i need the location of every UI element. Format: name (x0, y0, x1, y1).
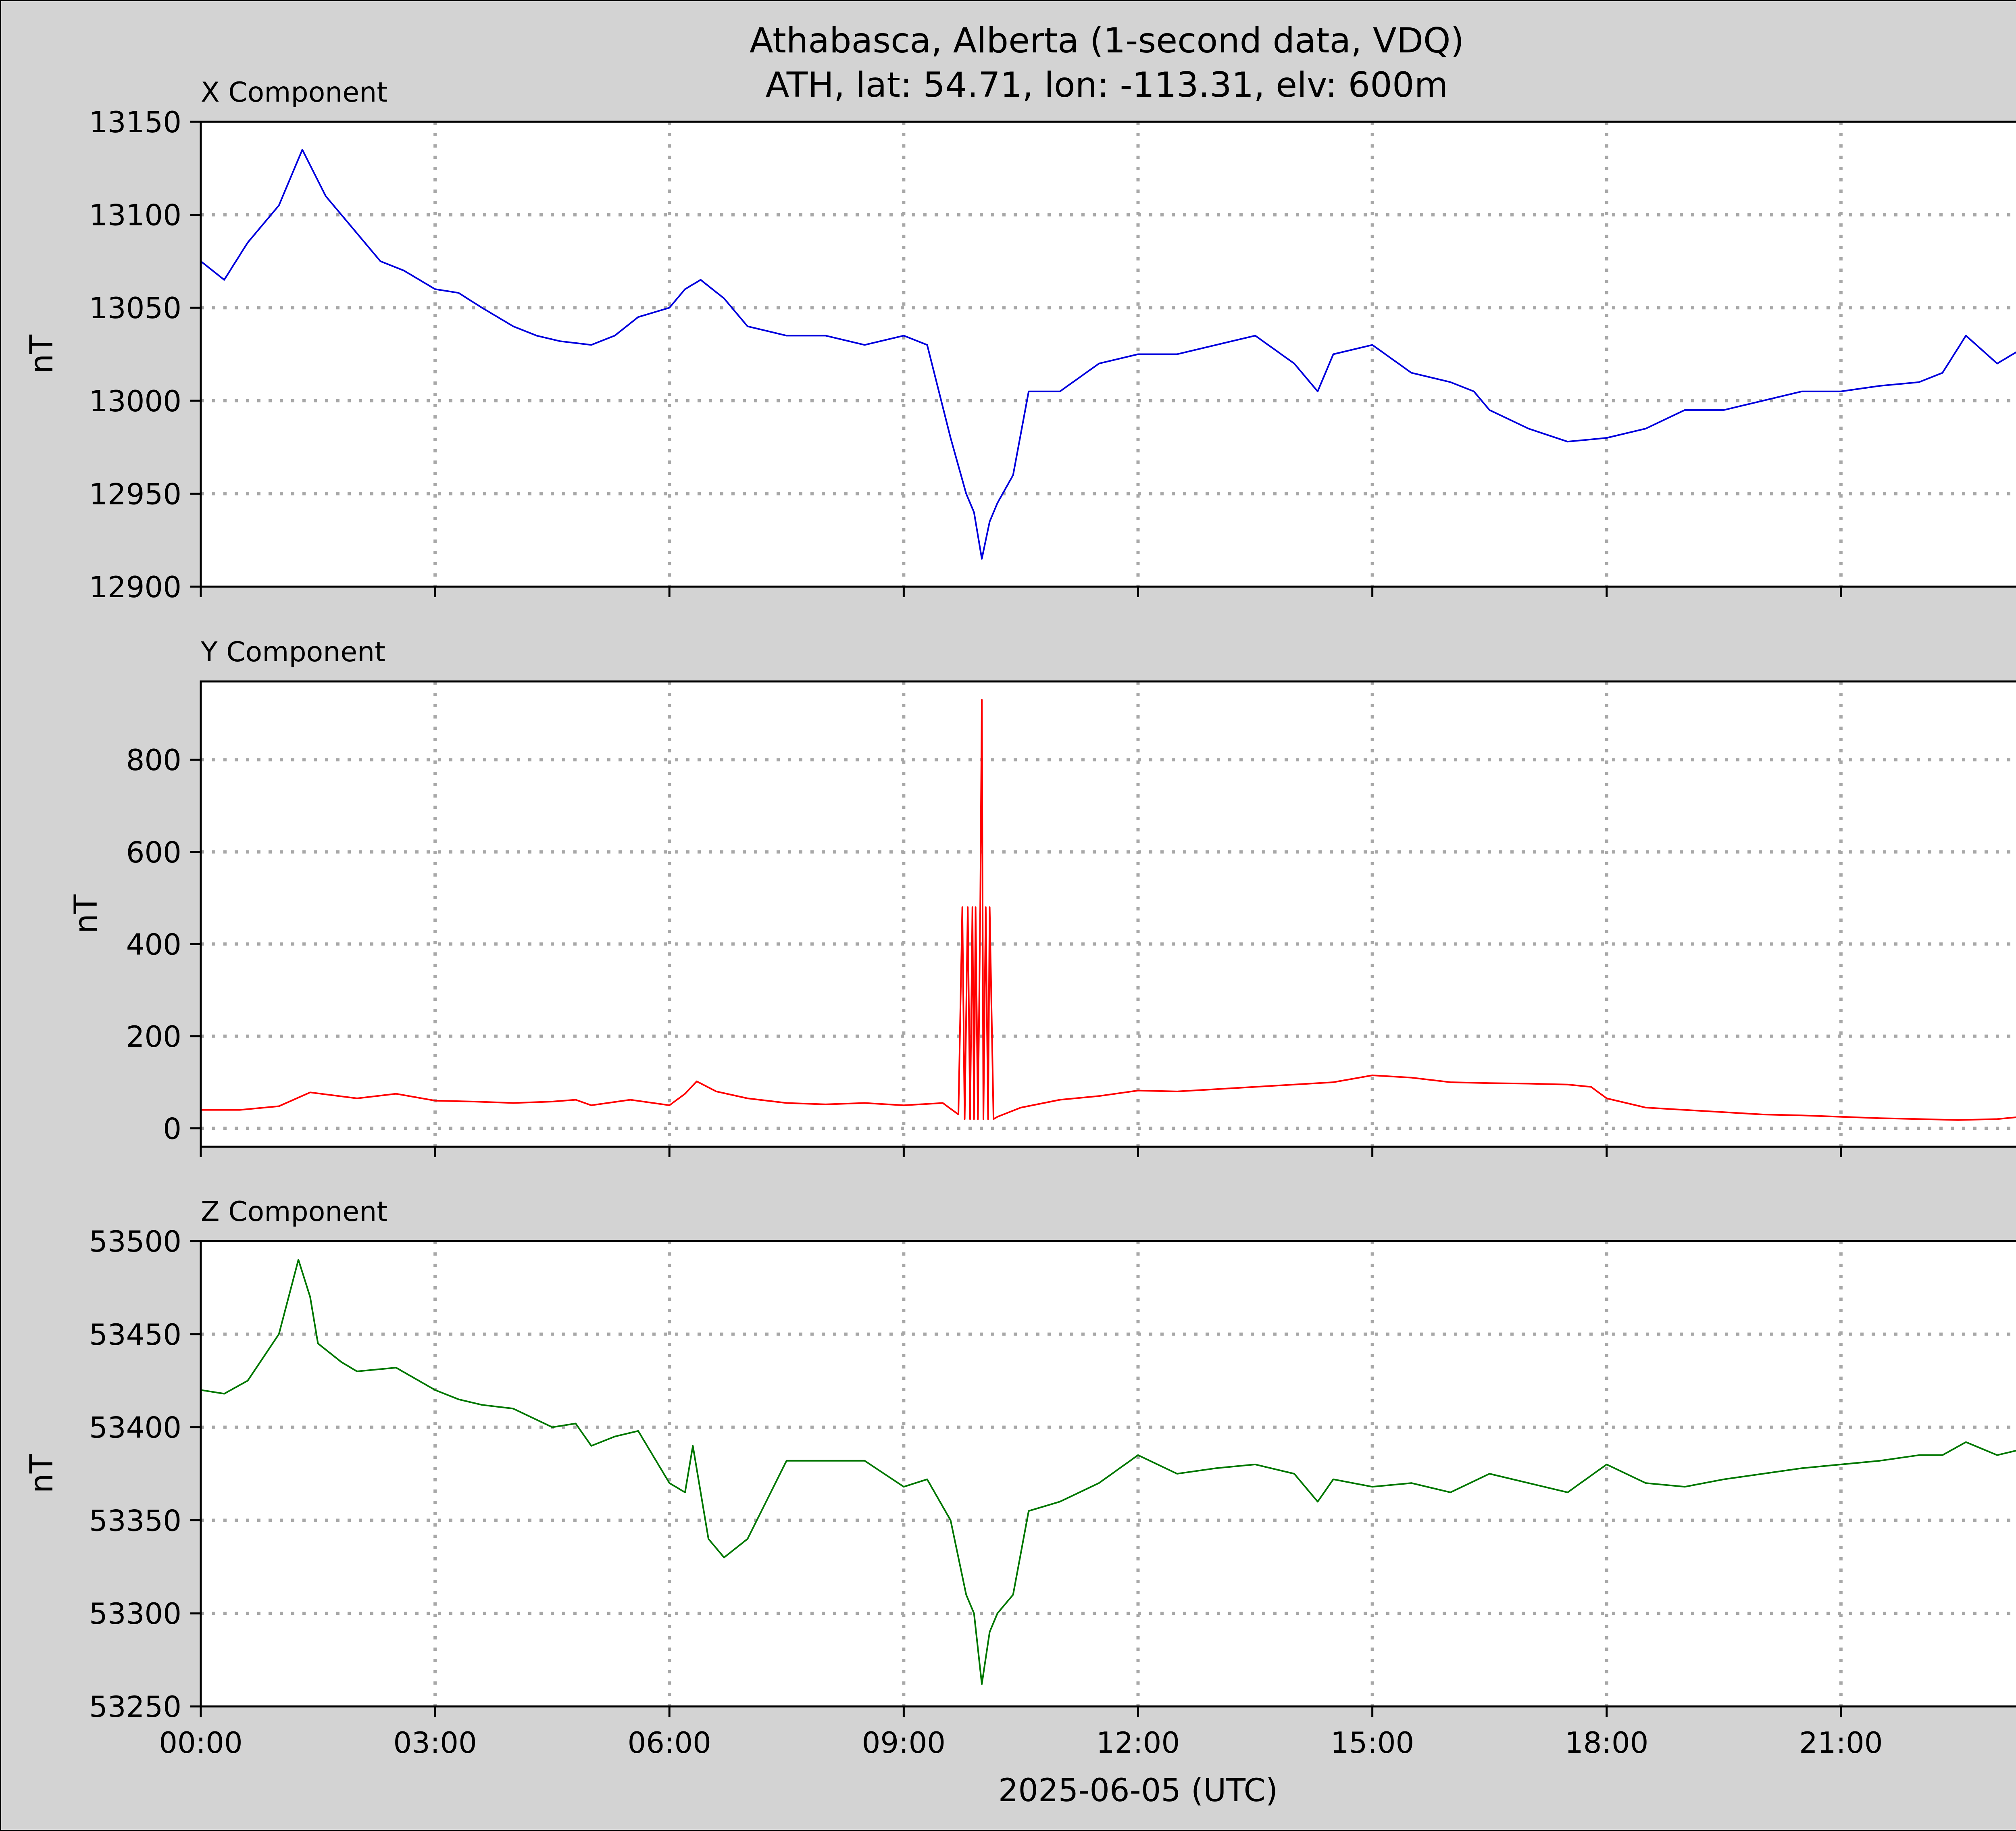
y-panel-title: Y Component (200, 636, 385, 668)
z-axes-frame (200, 1240, 2016, 1708)
z-x-tick-label: 18:00 (1565, 1726, 1649, 1760)
figure-title-line1: Athabasca, Alberta (1-second data, VDQ) (750, 21, 1464, 61)
x-y-tick-label: 13150 (89, 105, 181, 139)
z-y-tick-label: 53400 (89, 1411, 181, 1445)
chart-panels: X Component 12900 12950 13000 13050 13100 1315… (24, 77, 2016, 1809)
z-component-panel: Z Component 00:00 03:00 06:00 09:00 12:00 15:0… (24, 1196, 2016, 1809)
x-panel-title: X Component (201, 77, 387, 108)
y-y-tick-label: 400 (126, 927, 181, 961)
x-y-tick-label: 12900 (89, 570, 181, 604)
z-y-tick-label: 53500 (89, 1225, 181, 1258)
y-y-tick-label: 200 (126, 1020, 181, 1054)
z-x-tick-label: 09:00 (862, 1726, 946, 1760)
x-y-axis-label: nT (24, 335, 60, 374)
z-x-tick-label: 12:00 (1096, 1726, 1180, 1760)
z-y-tick-label: 53250 (89, 1690, 181, 1724)
z-x-tick-label: 21:00 (1799, 1726, 1883, 1760)
y-series-line (201, 699, 2016, 1121)
z-series-line (200, 1259, 2016, 1685)
y-y-tick-label: 600 (126, 835, 181, 869)
y-plot-area (201, 681, 2016, 1147)
x-component-panel: X Component 12900 12950 13000 13050 13100 1315… (24, 77, 2016, 604)
z-y-tick-label: 53450 (89, 1318, 181, 1352)
z-x-tick-label: 00:00 (159, 1726, 243, 1760)
z-plot-area (201, 1241, 2016, 1706)
y-y-tick-label: 0 (163, 1112, 181, 1146)
figure-title-line2: ATH, lat: 54.71, lon: -113.31, elv: 600m (766, 65, 1448, 105)
x-axes-frame (200, 121, 2016, 588)
x-y-tick-label: 13050 (89, 291, 181, 325)
y-y-axis-label: nT (68, 894, 104, 933)
z-y-tick-label: 53300 (89, 1597, 181, 1631)
z-x-tick-label: 15:00 (1331, 1726, 1414, 1760)
x-plot-area (201, 122, 2016, 587)
x-y-tick-label: 12950 (89, 477, 181, 511)
y-axes-frame (200, 680, 2016, 1148)
y-y-tick-label: 800 (126, 743, 181, 777)
z-panel-title: Z Component (201, 1196, 387, 1228)
y-component-panel: Y Component 0 200 400 600 800 nT (68, 636, 2016, 1157)
x-series-line (200, 149, 2016, 560)
x-y-tick-label: 13100 (89, 198, 181, 232)
z-y-axis-label: nT (24, 1454, 60, 1493)
z-y-tick-label: 53350 (89, 1504, 181, 1537)
z-x-tick-label: 03:00 (393, 1726, 477, 1760)
z-x-axis-label: 2025-06-05 (UTC) (998, 1773, 1278, 1809)
z-x-tick-label: 06:00 (628, 1726, 712, 1760)
x-y-tick-label: 13000 (89, 384, 181, 418)
